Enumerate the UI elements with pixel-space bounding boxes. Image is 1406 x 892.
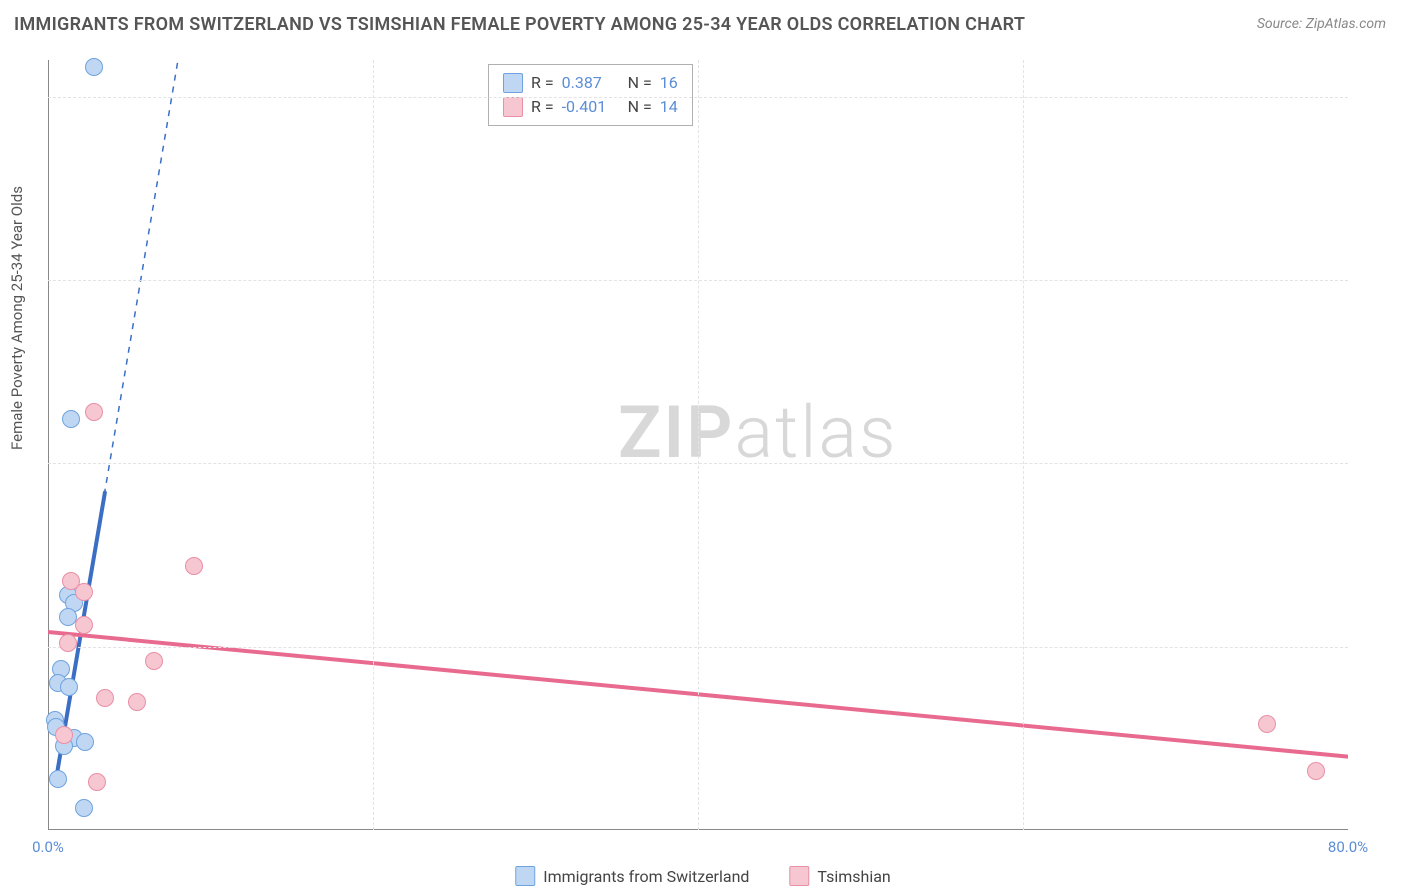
data-point [75,799,93,817]
watermark: ZIPatlas [618,390,898,475]
data-point [75,616,93,634]
gridline-v [698,60,699,830]
data-point [60,678,78,696]
plot-area: ZIPatlas R = 0.387 N = 16 R = -0.401 N =… [48,60,1348,830]
legend-swatch [503,97,523,117]
data-point [62,410,80,428]
legend-label: Tsimshian [817,867,890,886]
data-point [1307,762,1325,780]
legend-swatch [515,866,535,886]
data-point [145,652,163,670]
legend-label: Immigrants from Switzerland [543,867,749,886]
legend-item: Immigrants from Switzerland [515,866,749,886]
legend-swatch [789,866,809,886]
data-point [88,773,106,791]
source-credit: Source: ZipAtlas.com [1257,16,1386,32]
data-point [85,58,103,76]
data-point [96,689,114,707]
legend-item: Tsimshian [789,866,890,886]
data-point [85,403,103,421]
chart-title: IMMIGRANTS FROM SWITZERLAND VS TSIMSHIAN… [14,14,1025,35]
x-tick-label: 80.0% [1328,838,1368,856]
legend-stat-row: R = -0.401 N = 14 [503,95,678,119]
legend-series: Immigrants from Switzerland Tsimshian [515,866,891,886]
gridline-v [373,60,374,830]
data-point [1258,715,1276,733]
data-point [49,770,67,788]
data-point [185,557,203,575]
legend-stats: R = 0.387 N = 16 R = -0.401 N = 14 [488,64,693,126]
data-point [76,733,94,751]
legend-stat-row: R = 0.387 N = 16 [503,71,678,95]
y-axis-label: Female Poverty Among 25-34 Year Olds [8,186,26,450]
data-point [75,583,93,601]
legend-swatch [503,73,523,93]
data-point [59,634,77,652]
data-point [128,693,146,711]
x-tick-label: 0.0% [32,838,64,856]
gridline-v [1023,60,1024,830]
data-point [55,726,73,744]
